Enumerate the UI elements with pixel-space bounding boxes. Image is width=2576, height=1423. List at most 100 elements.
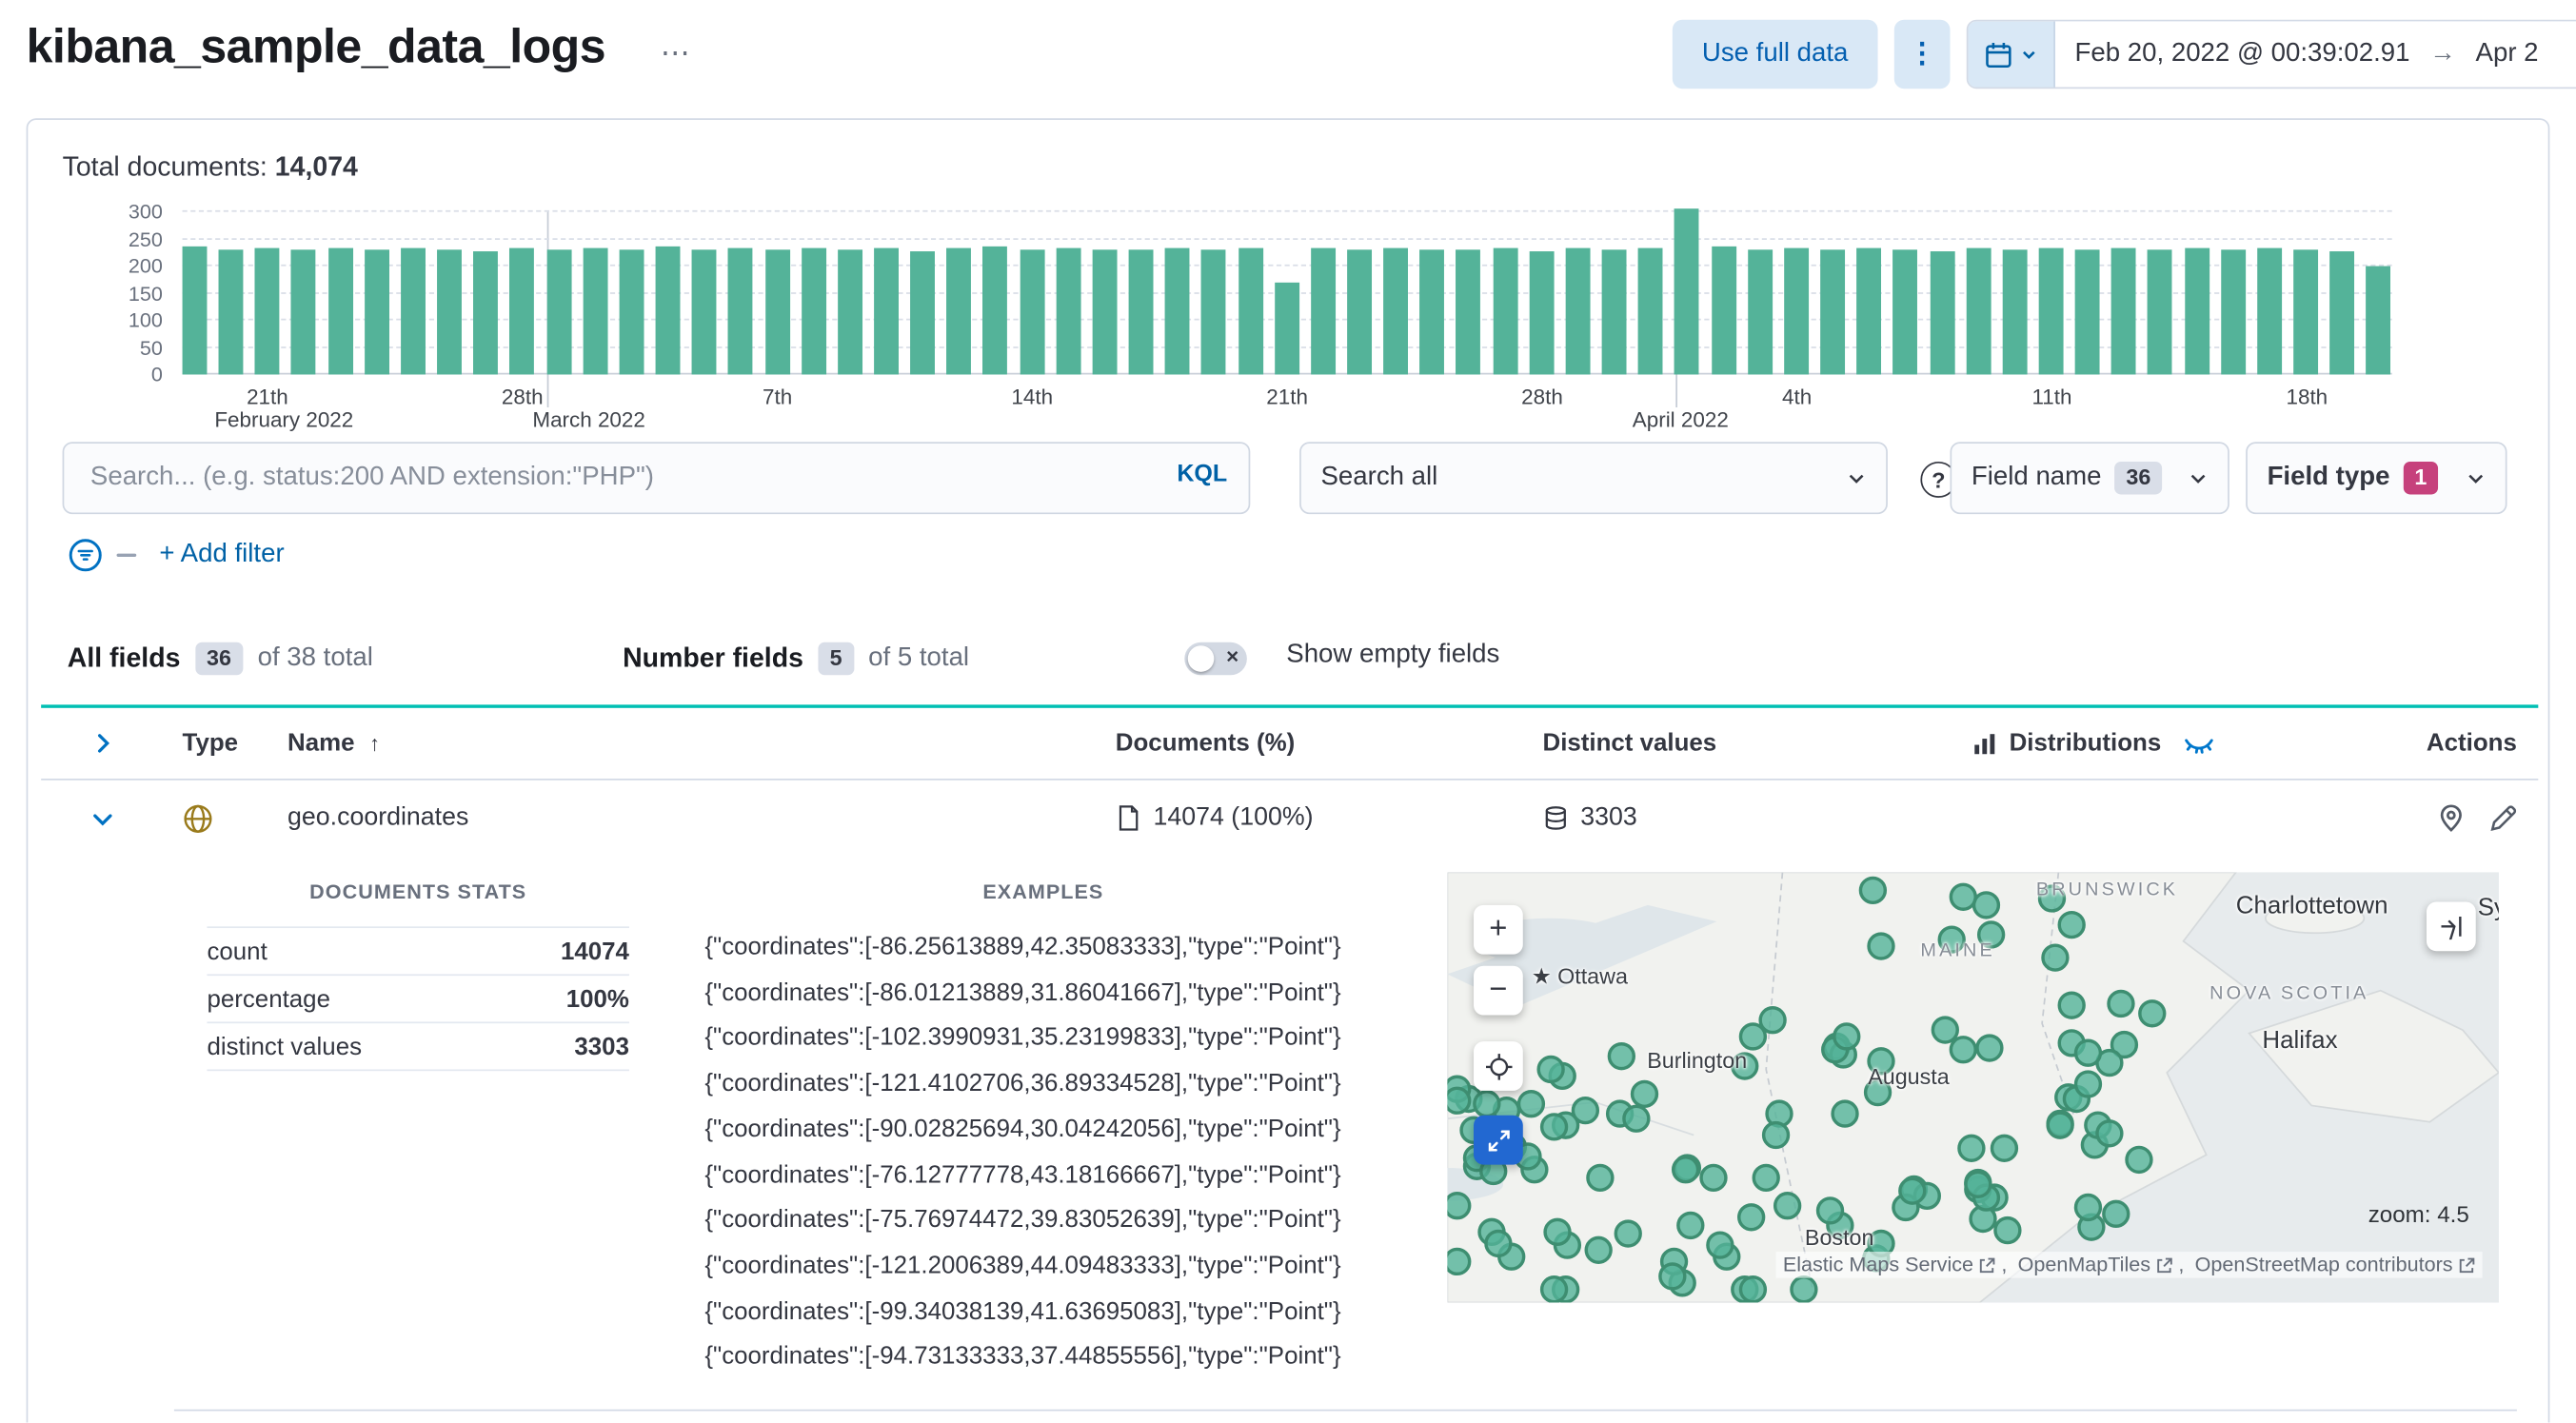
index-options-icon[interactable]: ⋯ [660,35,690,69]
stats-label: percentage [207,984,330,1013]
map-point [1537,1056,1566,1084]
add-filter-button[interactable]: + Add filter [159,540,285,569]
fields-table: Type Name ↑ Documents (%) Distinct value… [41,704,2539,1412]
attribution-link[interactable]: OpenStreetMap contributors [2194,1253,2453,1276]
histogram-bar [910,250,936,375]
example-value: {"coordinates":[-76.12777778,43.18166667… [704,1160,1341,1189]
field-details: DOCUMENTS STATS count 14074 percentage 100%… [41,856,2538,1410]
stats-label: distinct values [207,1032,363,1060]
map-point [1773,1191,1801,1220]
table-row-geo-coordinates[interactable]: geo.coordinates 14074 (100%) 3303 [41,781,2538,856]
example-value: {"coordinates":[-86.01213889,31.86041667… [704,978,1341,1007]
external-link-icon [2458,1255,2476,1274]
date-range-start[interactable]: Feb 20, 2022 @ 00:39:02.91 [2055,39,2429,69]
y-axis-tick-label: 200 [128,254,163,278]
example-value: {"coordinates":[-121.4102706,36.89334528… [704,1069,1341,1098]
map-point [1542,1217,1571,1247]
hide-distributions-button[interactable] [2183,728,2214,760]
examples-list: {"coordinates":[-86.25613889,42.35083333… [704,925,1381,1380]
map-expand-button[interactable] [1474,1115,1523,1165]
show-empty-fields-toggle[interactable]: × [1184,642,1247,676]
x-axis-month-label: April 2022 [1632,406,1729,432]
map-point [1516,1089,1545,1118]
histogram-bar [1310,247,1336,375]
search-all-select[interactable]: Search all [1299,442,1888,515]
map-zoom-level: zoom: 4.5 [2368,1200,2469,1228]
field-type-dropdown[interactable]: Field type 1 [2246,442,2507,515]
chevron-down-icon [2189,468,2209,488]
total-documents-value: 14,074 [274,152,358,183]
stats-row: count 14074 [207,928,629,977]
distinct-values-cell: 3303 [1542,803,1972,833]
date-picker-calendar-button[interactable] [1968,21,2055,88]
map-point [1671,1155,1699,1184]
histogram-bar [509,247,535,375]
histogram-bar [1783,247,1809,375]
x-axis-tick-label: 11th [2031,384,2072,409]
row-divider [173,1409,2517,1412]
map-label: Halifax [2262,1027,2338,1056]
example-value: {"coordinates":[-75.76974472,39.83052639… [704,1206,1341,1235]
histogram-bars [182,208,2392,375]
map-zoom-out-button[interactable]: − [1474,965,1523,1016]
arrow-right-icon: → [2429,39,2456,68]
field-name-dropdown[interactable]: Field name 36 [1950,442,2229,515]
expand-icon [1486,1128,1511,1153]
column-header-distinct-values[interactable]: Distinct values [1542,729,1717,758]
collapse-row-button[interactable] [90,805,115,830]
map-point [1863,1077,1892,1106]
histogram-bar [1456,249,1481,375]
y-axis-tick-label: 250 [128,227,163,251]
histogram-bar [801,247,826,375]
map-legend-collapse-button[interactable] [2426,901,2476,952]
name-header-label: Name [287,729,355,758]
edit-field-button[interactable] [2489,804,2517,832]
column-header-type[interactable]: Type [182,729,239,758]
expand-all-button[interactable] [90,731,115,756]
map-point [2041,944,2070,973]
date-range-end[interactable]: Apr 2 [2456,39,2558,69]
histogram-bar [364,250,389,375]
x-axis-month-label: March 2022 [532,406,645,432]
filter-icon[interactable] [68,537,104,573]
map-locate-button[interactable] [1474,1041,1523,1091]
map-point [1993,1215,2022,1245]
map-point [1759,1006,1788,1036]
map-point [2125,1146,2153,1175]
x-axis-tick-label: 18th [2286,384,2328,409]
map-point [1731,1052,1759,1080]
map-zoom-in-button[interactable]: + [1474,904,1523,955]
map-point [2057,911,2087,940]
attribution-link[interactable]: OpenMapTiles [2017,1253,2151,1276]
legend-collapse-icon [2438,914,2465,940]
column-header-name[interactable]: Name ↑ [261,729,1115,757]
search-input[interactable] [62,442,1251,515]
distributions-header-label: Distributions [2009,729,2162,758]
kql-badge[interactable]: KQL [1177,461,1228,488]
document-icon [1116,805,1142,832]
map-point [1832,1021,1860,1051]
map-point [1608,1041,1636,1070]
histogram-bar [2148,250,2173,375]
kebab-menu-button[interactable]: ⋮ [1893,19,1951,89]
column-header-documents[interactable]: Documents (%) [1115,729,1296,758]
example-value: {"coordinates":[-94.73133333,37.44855556… [704,1342,1341,1371]
histogram-bar [1601,249,1627,375]
y-axis-tick-label: 150 [128,281,163,306]
table-header-row: Type Name ↑ Documents (%) Distinct value… [41,708,2539,781]
header-controls: Use full data ⋮ Feb 20, 2022 @ 00:39:02.… [1672,19,2576,89]
x-axis-tick-label: 21th [1266,384,1308,409]
documents-stats-section: DOCUMENTS STATS count 14074 percentage 100%… [207,880,629,1072]
use-full-data-button[interactable]: Use full data [1672,19,1878,89]
map-label: Boston [1804,1225,1874,1251]
map-point [1706,1230,1735,1259]
view-in-maps-button[interactable] [2436,803,2466,833]
field-name-value: geo.coordinates [287,802,469,832]
example-value: {"coordinates":[-90.02825694,30.04242056… [704,1115,1341,1143]
chevron-right-icon [90,731,115,756]
crosshair-icon [1484,1052,1512,1079]
show-empty-fields-label[interactable]: Show empty fields [1286,641,1500,669]
map-point [2046,1112,2074,1140]
attribution-link[interactable]: Elastic Maps Service [1782,1253,1974,1276]
